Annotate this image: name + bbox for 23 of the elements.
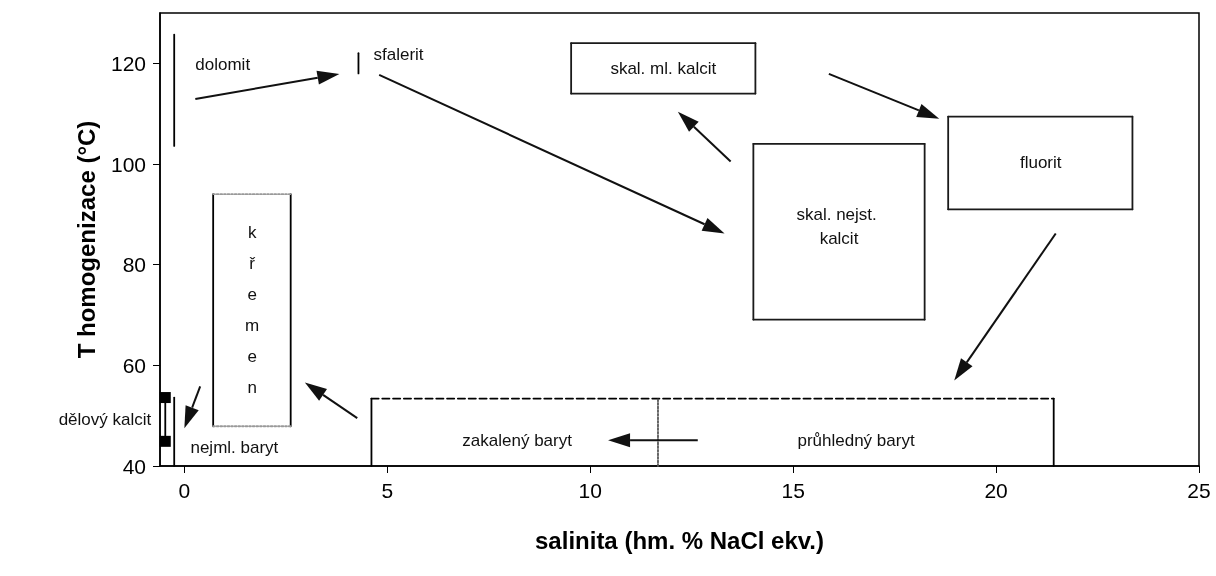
annotation: skal. ml. kalcit <box>610 58 717 78</box>
x-axis-title: salinita (hm. % NaCl ekv.) <box>535 526 824 554</box>
annotation: skal. nejst. kalcit <box>796 204 882 248</box>
y-tick-label: 100 <box>110 152 146 176</box>
annotation: fluorit <box>1019 153 1062 173</box>
x-tick-label: 5 <box>381 479 394 502</box>
annotation: dolomit <box>195 54 251 74</box>
annotation: zakalený baryt <box>462 430 573 450</box>
y-tick-label: 40 <box>122 454 146 478</box>
y-tick-label: 60 <box>122 353 146 377</box>
annotation: sfalerit <box>373 44 424 64</box>
annotation: křemen <box>245 222 260 397</box>
text: dělový kalcit <box>58 410 152 430</box>
y-tick-label: 80 <box>122 253 146 277</box>
x-tick-label: 20 <box>984 479 1008 502</box>
x-tick-label: 0 <box>178 479 191 502</box>
y-tick-label: 120 <box>110 51 146 75</box>
x-tick-label: 15 <box>781 479 805 502</box>
x-tick-label: 25 <box>1187 479 1211 502</box>
annotation: průhledný baryt <box>797 430 915 450</box>
y-axis-title: T homogenizace (°C) <box>72 120 100 359</box>
x-tick-label: 10 <box>578 479 602 502</box>
annotation: nejml. baryt <box>190 438 279 458</box>
